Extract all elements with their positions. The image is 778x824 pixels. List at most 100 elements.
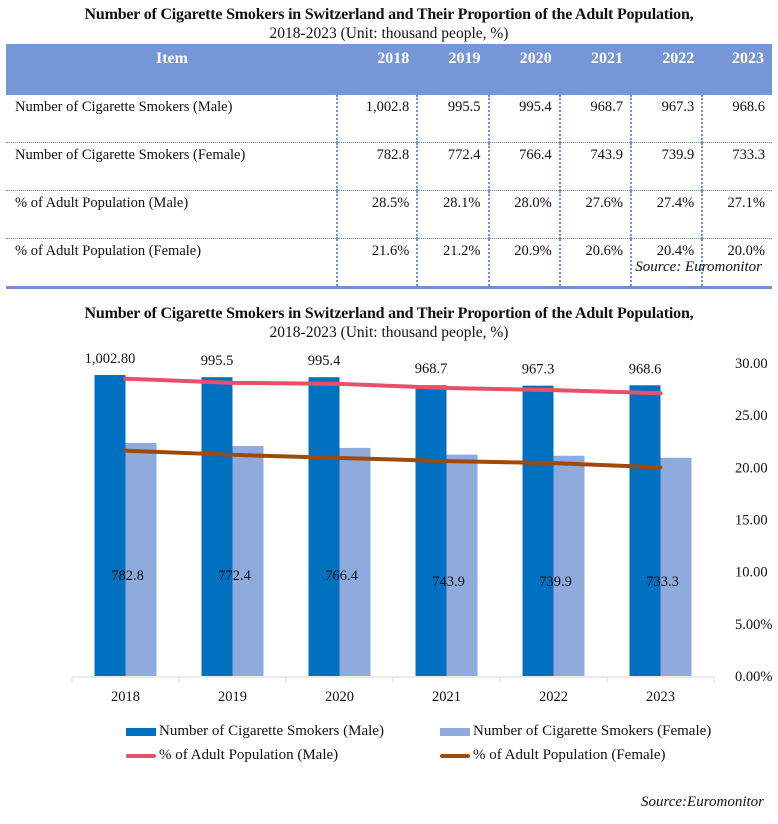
table-cell: 733.3 [701,142,772,191]
legend-label: % of Adult Population (Female) [473,747,666,763]
bar-female-smokers [446,454,478,676]
line-female-percent [123,448,663,470]
y-right-tick-label: 20.00 [735,460,768,476]
data-label-female-smokers: 772.4 [218,568,251,584]
bar-male-smokers [201,377,233,676]
table-source: Source: Euromonitor [635,259,762,275]
line-male-percent [123,376,663,396]
table-cell: 743.9 [558,142,631,191]
header-item: Item [6,44,337,95]
table-cell: 968.6 [701,95,772,143]
table-cell: 27.6% [558,190,631,239]
table-cell: 21.2% [416,238,489,289]
table-cell: 27.1% [701,190,772,239]
x-tick-label: 2022 [539,689,568,705]
x-tick-label: 2020 [325,689,354,705]
chart-title-line1: Number of Cigarette Smokers in Switzerla… [84,305,694,322]
row-label: % of Adult Population (Male) [6,190,337,239]
data-label-male-smokers: 995.5 [201,353,234,369]
table-cell: 739.9 [629,142,703,191]
legend-item-female-smokers: Number of Cigarette Smokers (Female) [440,723,711,740]
table-cell: 20.6% [558,238,631,289]
data-label-female-smokers: 782.8 [111,568,144,584]
data-label-female-smokers: 739.9 [539,574,572,590]
table-cell: 20.0% [701,238,772,289]
legend-label: Number of Cigarette Smokers (Male) [159,723,384,739]
data-label-male-smokers: 995.4 [308,353,341,369]
table-cell: 28.0% [487,190,560,239]
legend-item-male-percent: % of Adult Population (Male) [126,747,338,764]
bar-female-smokers [339,447,371,676]
y-right-tick-label: 25.00 [735,408,768,424]
table-cell: 772.4 [416,142,489,191]
table-row: Number of Cigarette Smokers (Female) 782.… [6,142,772,191]
table-cell: 1,002.8 [335,95,418,143]
table-cell: 27.4% [629,190,703,239]
bar-female-smokers [660,457,692,676]
y-right-tick-label: 30.00 [735,356,768,372]
table-title-line1: Number of Cigarette Smokers in Switzerla… [84,6,694,23]
legend-swatch-male-smokers [126,727,156,736]
bar-male-smokers [629,385,661,676]
header-year: 2019 [417,44,489,95]
table-row: % of Adult Population (Female) 21.6% 21.2%… [6,238,772,289]
chart-title-line2: 2018-2023 (Unit: thousand people, %) [269,324,509,341]
y-right-tick-label: 0.00% [735,669,772,685]
y-right-tick-label: 10.00 [735,565,768,581]
bar-female-smokers [232,446,264,676]
table-title-line2: 2018-2023 (Unit: thousand people, %) [269,25,509,42]
row-label: Number of Cigarette Smokers (Male) [15,99,233,115]
x-tick-label: 2018 [111,689,140,705]
table-cell: 20.9% [487,238,560,289]
combo-chart: 1,002.80 782.8 2018 995.5 772.4 2019 995.4 766.… [71,351,772,705]
bar-male-smokers [308,377,340,676]
bar-male-smokers [415,385,447,676]
data-label-male-smokers: 968.6 [629,361,662,377]
table-cell: 782.8 [335,142,418,191]
legend-swatch-female-smokers [440,727,470,736]
bar-male-smokers [94,375,126,676]
legend-label: Number of Cigarette Smokers (Female) [473,723,712,739]
legend-label: % of Adult Population (Male) [159,747,339,763]
legend-item-female-percent: % of Adult Population (Female) [440,747,665,764]
legend-swatch-female-percent [440,753,470,758]
x-tick-label: 2021 [432,689,461,705]
table-cell: 995.4 [487,95,560,143]
chart-source: Source:Euromonitor [640,794,764,810]
bar-female-smokers [553,455,585,676]
header-year: 2022 [630,44,703,95]
table-header-row: Item 2018 2019 2020 2021 2022 2023 [6,44,772,95]
table-cell: 968.7 [558,95,631,143]
table-cell: 21.6% [335,238,418,289]
data-label-female-smokers: 766.4 [325,568,358,584]
legend-item-male-smokers: Number of Cigarette Smokers (Male) [126,723,384,740]
table-cell: 28.5% [335,190,418,239]
table-cell: 967.3 [629,95,703,143]
row-label: % of Adult Population (Female) [6,238,337,289]
bar-female-smokers [125,443,157,676]
x-tick-label: 2023 [646,689,675,705]
header-year: 2020 [488,44,560,95]
table-row: % of Adult Population (Male) 28.5% 28.1% 28… [6,190,772,239]
row-label: Number of Cigarette Smokers (Female) [6,142,337,191]
table-cell: 28.1% [416,190,489,239]
header-year: 2018 [337,44,418,95]
table-cell: 20.4% [629,238,703,289]
table-row: Number of Cigarette Smokers (Male) 1,002.… [6,95,772,143]
table-title: Number of Cigarette Smokers in Switzerla… [0,5,778,43]
bar-male-smokers [522,385,554,676]
data-table: Item 2018 2019 2020 2021 2022 2023 Numbe… [6,44,772,289]
data-label-male-smokers: 968.7 [415,361,448,377]
data-label-female-smokers: 743.9 [432,574,465,590]
header-year: 2023 [702,44,772,95]
chart-title: Number of Cigarette Smokers in Switzerla… [0,304,778,342]
header-year: 2021 [559,44,631,95]
data-label-female-smokers: 733.3 [646,574,679,590]
y-right-tick-label: 15.00 [735,513,768,529]
table-cell: 766.4 [487,142,560,191]
data-label-male-smokers: 967.3 [522,362,555,378]
y-right-tick-label: 5.00% [735,617,772,633]
legend-swatch-male-percent [126,753,156,758]
x-tick-label: 2019 [218,689,247,705]
table-cell: 995.5 [416,95,489,143]
